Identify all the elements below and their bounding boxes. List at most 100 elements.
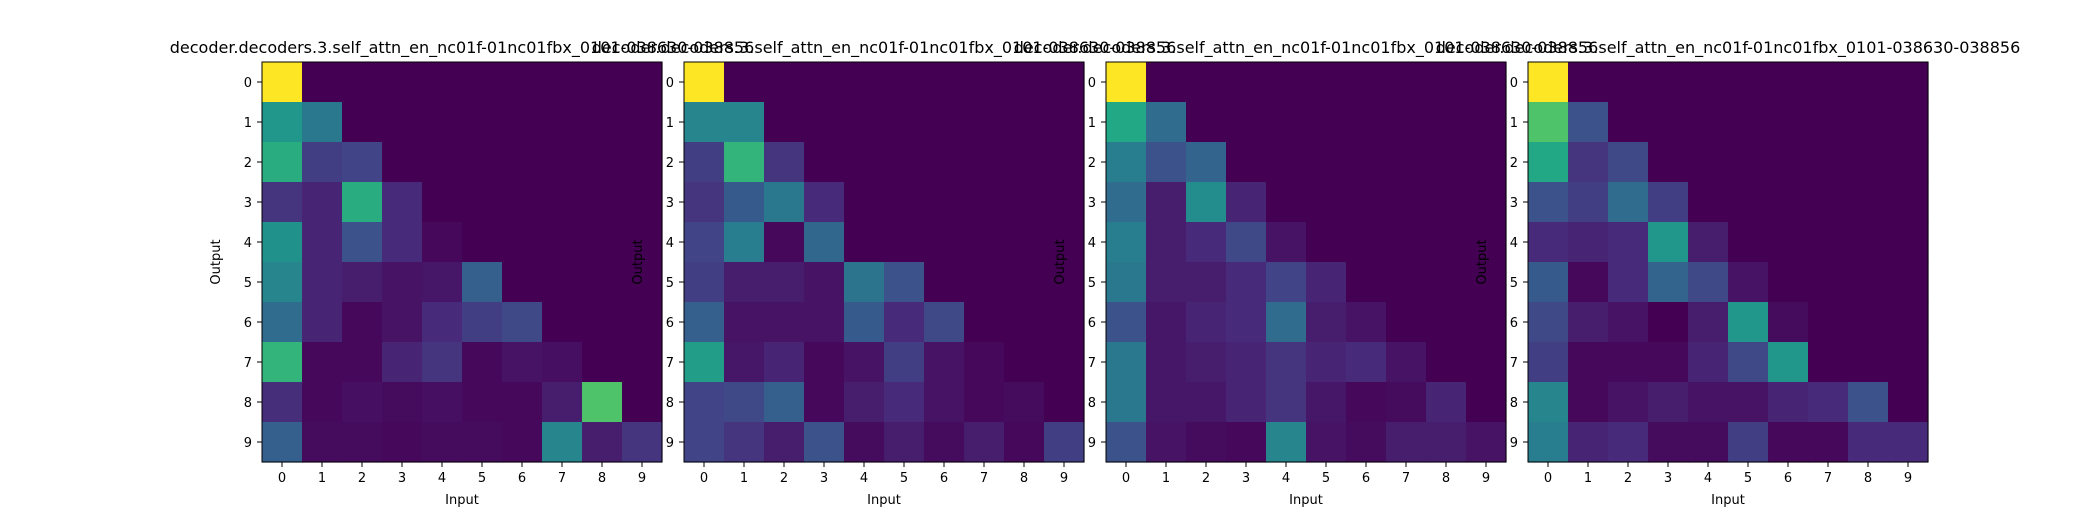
heatmap-cell [964, 422, 1005, 463]
x-tick-label: 1 [1162, 471, 1170, 486]
heatmap-cell [1466, 142, 1507, 183]
y-tick-label: 9 [1088, 436, 1096, 451]
heatmap-cell [1044, 102, 1085, 143]
heatmap-cell [342, 222, 383, 263]
y-tick-label: 1 [244, 116, 252, 131]
heatmap-cell [582, 222, 623, 263]
heatmap-panel-3: 0 1 2 3 4 5 6 7 8 9 0 1 2 3 4 5 6 7 8 9 Input Output decoder.d… [1014, 38, 1599, 508]
y-tick-label: 4 [666, 236, 674, 251]
heatmap-cell [1266, 342, 1307, 383]
x-tick-label: 4 [1704, 471, 1712, 486]
heatmap-cell [964, 62, 1005, 103]
heatmap-cell [684, 102, 725, 143]
x-tick-label: 2 [1624, 471, 1632, 486]
x-tick-label: 3 [820, 471, 828, 486]
heatmap-panel-1: 0 1 2 3 4 5 6 7 8 9 0 1 2 3 4 5 6 7 8 9 Input Output decoder.d… [170, 38, 755, 508]
heatmap-cell [1044, 222, 1085, 263]
heatmap-cell [1106, 182, 1147, 223]
heatmap-cell [1106, 222, 1147, 263]
heatmap-cell [1146, 62, 1187, 103]
heatmap-cell [542, 222, 583, 263]
heatmap-cell [1728, 382, 1769, 423]
heatmap-cell [924, 422, 965, 463]
heatmap-cell [1728, 142, 1769, 183]
heatmap-cell [422, 342, 463, 383]
heatmap-cell [1266, 222, 1307, 263]
heatmap-cell [844, 102, 885, 143]
heatmap-cell [622, 142, 663, 183]
heatmap-cell [542, 342, 583, 383]
heatmap-cell [1648, 382, 1689, 423]
heatmap-cell [1768, 342, 1809, 383]
heatmap-cell [462, 422, 503, 463]
heatmap-cell [1466, 342, 1507, 383]
x-tick-label: 5 [1744, 471, 1752, 486]
heatmap-cell [582, 182, 623, 223]
heatmap-cell [1848, 422, 1889, 463]
heatmap-cell [1226, 342, 1267, 383]
heatmap-cell [1728, 102, 1769, 143]
heatmap-cell [622, 262, 663, 303]
heatmap-cell [382, 62, 423, 103]
x-axis-label: Input [445, 493, 479, 508]
heatmap-cell [1568, 262, 1609, 303]
heatmap-cell [1528, 222, 1569, 263]
heatmap-cell [1266, 422, 1307, 463]
heatmap-cell [542, 422, 583, 463]
heatmap-cell [262, 62, 303, 103]
heatmap-cell [764, 422, 805, 463]
heatmap-cell [764, 262, 805, 303]
heatmap-cell [1106, 142, 1147, 183]
heatmap-cell [1426, 262, 1467, 303]
heatmap-cell [422, 182, 463, 223]
heatmap-cell [1888, 62, 1929, 103]
heatmap-cell [1226, 382, 1267, 423]
heatmap-cell [1608, 182, 1649, 223]
x-tick-label: 9 [1904, 471, 1912, 486]
heatmap-cell [1528, 102, 1569, 143]
y-tick-label: 7 [244, 356, 252, 371]
heatmap-cell [1568, 342, 1609, 383]
heatmap-cell [1528, 382, 1569, 423]
heatmap-cell [502, 182, 543, 223]
heatmap-cell [1688, 62, 1729, 103]
heatmap-cell [462, 142, 503, 183]
x-tick-label: 0 [278, 471, 286, 486]
heatmap-cell [1768, 262, 1809, 303]
heatmap-cell [1728, 182, 1769, 223]
heatmap-cell [1106, 382, 1147, 423]
heatmap-cell [1648, 62, 1689, 103]
x-tick-label: 6 [1362, 471, 1370, 486]
heatmap-cell [622, 62, 663, 103]
heatmap-cell [422, 222, 463, 263]
heatmap-cell [582, 142, 623, 183]
x-tick-label: 3 [398, 471, 406, 486]
heatmap-cell [1146, 382, 1187, 423]
heatmap-cell [1888, 102, 1929, 143]
heatmap-cell [1004, 382, 1045, 423]
heatmap-cell [1146, 422, 1187, 463]
heatmap-cell [302, 382, 343, 423]
heatmap-cell [1688, 422, 1729, 463]
heatmap-cell [1568, 302, 1609, 343]
x-axis-label: Input [867, 493, 901, 508]
heatmap-cell [804, 182, 845, 223]
heatmap-cell [1466, 262, 1507, 303]
heatmap-cell [1186, 422, 1227, 463]
heatmap-cell [1808, 102, 1849, 143]
y-tick-label: 5 [244, 276, 252, 291]
heatmap-cell [884, 382, 925, 423]
heatmap-cell [1226, 62, 1267, 103]
heatmap-cell [1146, 302, 1187, 343]
x-tick-label: 7 [1402, 471, 1410, 486]
heatmap-cell [724, 102, 765, 143]
heatmap-cell [764, 382, 805, 423]
heatmap-cell [1386, 222, 1427, 263]
heatmap-cell [1648, 342, 1689, 383]
heatmap-cell [302, 62, 343, 103]
heatmap-cell [382, 182, 423, 223]
heatmap-cell [724, 262, 765, 303]
heatmap-cell [1888, 302, 1929, 343]
x-tick-label: 9 [1482, 471, 1490, 486]
heatmap-cell [684, 342, 725, 383]
